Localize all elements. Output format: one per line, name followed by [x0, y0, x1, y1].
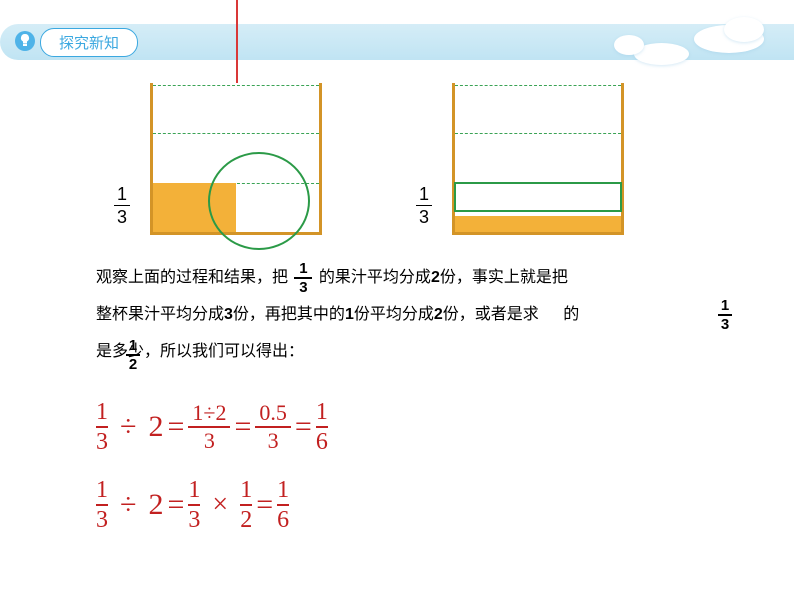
- frac-num: 1: [96, 478, 108, 504]
- frac-num: 1: [240, 478, 252, 504]
- text-part: 份，再把其中的: [233, 306, 345, 323]
- op-divide: ÷: [112, 488, 144, 522]
- stray-fraction-2: 1 2: [126, 338, 140, 372]
- frac-num: 1: [416, 185, 432, 205]
- number: 2: [148, 488, 163, 522]
- dashed-line: [455, 133, 621, 134]
- frac-num: 1: [96, 400, 108, 426]
- fraction: 1 3: [96, 478, 108, 532]
- frac-den: 3: [294, 279, 312, 295]
- explanation-text: 观察上面的过程和结果，把 1 3 的果汁平均分成2份，事实上就是把 整杯果汁平均…: [96, 260, 736, 370]
- frac-num: 0.5: [255, 400, 291, 426]
- frac-den: 3: [264, 428, 283, 454]
- text-bold: 3: [224, 306, 233, 323]
- lightbulb-icon: [14, 30, 36, 52]
- frac-den: 3: [96, 506, 108, 532]
- frac-den: 3: [188, 506, 200, 532]
- text-part: 观察上面的过程和结果，把: [96, 269, 288, 286]
- section-tag: 探究新知: [40, 28, 138, 57]
- text-line-3: 是多少，所以我们可以得出：: [96, 334, 736, 371]
- frac-num: 1: [294, 261, 312, 277]
- frac-den: 3: [96, 428, 108, 454]
- frac-den: 3: [718, 317, 732, 332]
- fraction: 0.5 3: [255, 400, 291, 454]
- text-part: 整杯果汁平均分成: [96, 306, 224, 323]
- text-line-1: 观察上面的过程和结果，把 1 3 的果汁平均分成2份，事实上就是把: [96, 260, 736, 297]
- highlight-rect: [454, 182, 622, 212]
- frac-den: 3: [416, 206, 432, 226]
- op-equals: =: [234, 410, 251, 444]
- text-part: 份，事实上就是把: [440, 269, 568, 286]
- text-bold: 2: [431, 269, 440, 286]
- stray-fraction-1: 1 3: [718, 298, 732, 332]
- text-part: 的果汁平均分成: [319, 269, 431, 286]
- frac-num: 1: [277, 478, 289, 504]
- equation-2: 1 3 ÷ 2 = 1 3 × 1 2 = 1 6: [96, 478, 289, 532]
- op-multiply: ×: [204, 489, 236, 521]
- frac-num: 1: [718, 298, 732, 313]
- fraction-label-right: 1 3: [416, 185, 432, 226]
- frac-den: 2: [240, 506, 252, 532]
- dashed-line: [153, 133, 319, 134]
- fraction: 1 3: [96, 400, 108, 454]
- text-part: 份平均分成: [354, 306, 434, 323]
- cup-diagram-right: [452, 83, 624, 235]
- fraction: 1 6: [277, 478, 289, 532]
- frac-num: 1: [114, 185, 130, 205]
- number: 2: [148, 410, 163, 444]
- inline-fraction: 1 3: [294, 261, 312, 295]
- text-part: 的: [563, 306, 579, 323]
- op-divide: ÷: [112, 410, 144, 444]
- frac-num: 1: [188, 478, 200, 504]
- frac-den: 3: [114, 206, 130, 226]
- op-equals: =: [167, 410, 184, 444]
- fraction: 1÷2 3: [188, 400, 230, 454]
- frac-den: 6: [277, 506, 289, 532]
- fraction: 1 3: [188, 478, 200, 532]
- fraction: 1 2: [240, 478, 252, 532]
- text-bold: 2: [434, 306, 443, 323]
- op-equals: =: [167, 488, 184, 522]
- dashed-line: [455, 85, 621, 86]
- text-bold: 1: [345, 306, 354, 323]
- frac-den: 6: [316, 428, 328, 454]
- clouds-decoration: [614, 15, 784, 70]
- frac-den: 3: [200, 428, 219, 454]
- frac-num: 1: [316, 400, 328, 426]
- equation-1: 1 3 ÷ 2 = 1÷2 3 = 0.5 3 = 1 6: [96, 400, 328, 454]
- fraction: 1 6: [316, 400, 328, 454]
- fraction-label-left: 1 3: [114, 185, 130, 226]
- highlight-circle: [208, 152, 310, 250]
- juice-fill: [455, 216, 621, 232]
- frac-num: 1: [126, 338, 140, 353]
- text-part: 份，或者是求: [443, 306, 539, 323]
- frac-den: 2: [126, 357, 140, 372]
- op-equals: =: [295, 410, 312, 444]
- op-equals: =: [256, 488, 273, 522]
- text-line-2: 整杯果汁平均分成3份，再把其中的1份平均分成2份，或者是求 的: [96, 297, 736, 334]
- dashed-line: [153, 85, 319, 86]
- cup-outline: [452, 83, 624, 235]
- frac-num: 1÷2: [188, 400, 230, 426]
